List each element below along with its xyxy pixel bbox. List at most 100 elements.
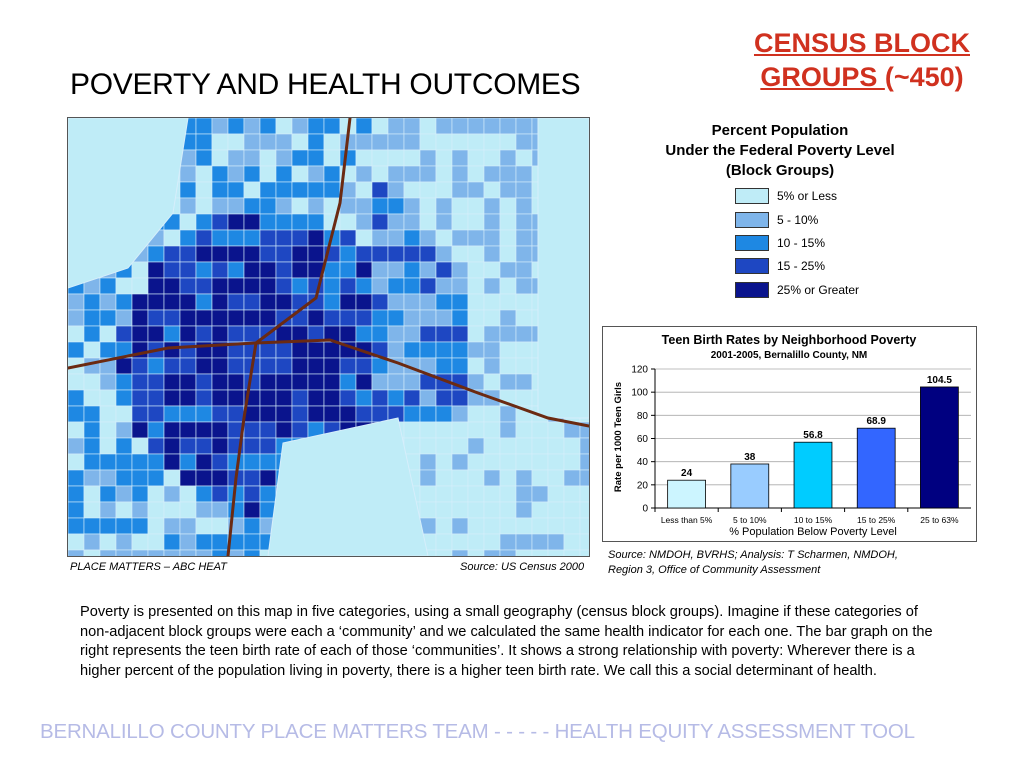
poverty-map-graphic bbox=[68, 118, 589, 556]
block-group bbox=[403, 229, 421, 247]
block-group bbox=[275, 421, 293, 439]
block-group bbox=[371, 277, 389, 295]
block-group bbox=[275, 405, 293, 423]
block-group bbox=[179, 517, 197, 535]
block-group bbox=[355, 373, 373, 391]
block-group bbox=[83, 405, 101, 423]
block-group bbox=[179, 341, 197, 359]
block-group bbox=[291, 389, 309, 407]
block-group bbox=[163, 437, 181, 455]
block-group bbox=[499, 165, 517, 183]
block-group bbox=[99, 405, 117, 423]
block-group bbox=[259, 277, 277, 295]
block-group bbox=[83, 437, 101, 455]
block-group bbox=[68, 293, 85, 311]
block-group bbox=[515, 118, 533, 135]
block-group bbox=[195, 405, 213, 423]
block-group bbox=[179, 213, 197, 231]
block-group bbox=[403, 149, 421, 167]
block-group bbox=[243, 118, 261, 135]
block-group bbox=[163, 373, 181, 391]
block-group bbox=[227, 165, 245, 183]
block-group bbox=[163, 293, 181, 311]
block-group bbox=[499, 213, 517, 231]
block-group bbox=[387, 373, 405, 391]
block-group bbox=[435, 453, 453, 471]
block-group bbox=[211, 357, 229, 375]
block-group bbox=[259, 357, 277, 375]
block-group bbox=[483, 133, 501, 151]
block-group bbox=[291, 229, 309, 247]
block-group bbox=[179, 197, 197, 215]
block-group bbox=[179, 261, 197, 279]
block-group bbox=[115, 421, 133, 439]
block-group bbox=[435, 357, 453, 375]
block-group bbox=[179, 405, 197, 423]
block-group bbox=[499, 501, 517, 519]
block-group bbox=[83, 293, 101, 311]
block-group bbox=[99, 421, 117, 439]
block-group bbox=[147, 421, 165, 439]
block-group bbox=[467, 229, 485, 247]
block-group bbox=[243, 165, 261, 183]
block-group bbox=[419, 133, 437, 151]
block-group bbox=[451, 405, 469, 423]
block-group bbox=[243, 421, 261, 439]
block-group bbox=[211, 373, 229, 391]
block-group bbox=[179, 389, 197, 407]
block-group bbox=[499, 453, 517, 471]
block-group bbox=[227, 181, 245, 199]
block-group bbox=[195, 245, 213, 263]
block-group bbox=[195, 293, 213, 311]
block-group bbox=[435, 309, 453, 327]
block-group bbox=[451, 277, 469, 295]
block-group bbox=[163, 421, 181, 439]
block-group bbox=[291, 277, 309, 295]
block-group bbox=[291, 405, 309, 423]
block-group bbox=[243, 213, 261, 231]
block-group bbox=[419, 421, 437, 439]
block-group bbox=[451, 325, 469, 343]
block-group bbox=[563, 437, 581, 455]
block-group bbox=[227, 149, 245, 167]
block-group bbox=[147, 277, 165, 295]
block-group bbox=[195, 357, 213, 375]
block-group bbox=[451, 213, 469, 231]
block-group bbox=[99, 485, 117, 503]
block-group bbox=[579, 501, 589, 519]
block-group bbox=[147, 245, 165, 263]
block-group bbox=[131, 437, 149, 455]
block-group bbox=[515, 293, 533, 311]
block-group bbox=[275, 245, 293, 263]
block-group bbox=[131, 389, 149, 407]
block-group bbox=[291, 165, 309, 183]
block-group bbox=[515, 485, 533, 503]
block-group bbox=[179, 421, 197, 439]
block-group bbox=[563, 485, 581, 503]
block-group bbox=[68, 517, 85, 535]
block-group bbox=[339, 261, 357, 279]
block-group bbox=[451, 469, 469, 487]
block-group bbox=[515, 549, 533, 556]
block-group bbox=[99, 501, 117, 519]
block-group bbox=[99, 309, 117, 327]
block-group bbox=[371, 229, 389, 247]
block-group bbox=[259, 437, 277, 455]
block-group bbox=[451, 197, 469, 215]
block-group bbox=[83, 325, 101, 343]
legend-item: 5% or Less bbox=[735, 187, 837, 205]
block-group bbox=[419, 197, 437, 215]
block-group bbox=[195, 277, 213, 295]
block-group bbox=[419, 341, 437, 359]
block-group bbox=[68, 309, 85, 327]
block-group bbox=[339, 405, 357, 423]
block-group bbox=[403, 437, 421, 455]
block-group bbox=[467, 549, 485, 556]
block-group bbox=[563, 501, 581, 519]
legend-title-line-3: (Block Groups) bbox=[725, 162, 835, 179]
block-group bbox=[195, 389, 213, 407]
block-group bbox=[579, 517, 589, 535]
legend-item: 15 - 25% bbox=[735, 257, 825, 275]
poverty-map bbox=[67, 117, 590, 557]
block-group bbox=[387, 197, 405, 215]
